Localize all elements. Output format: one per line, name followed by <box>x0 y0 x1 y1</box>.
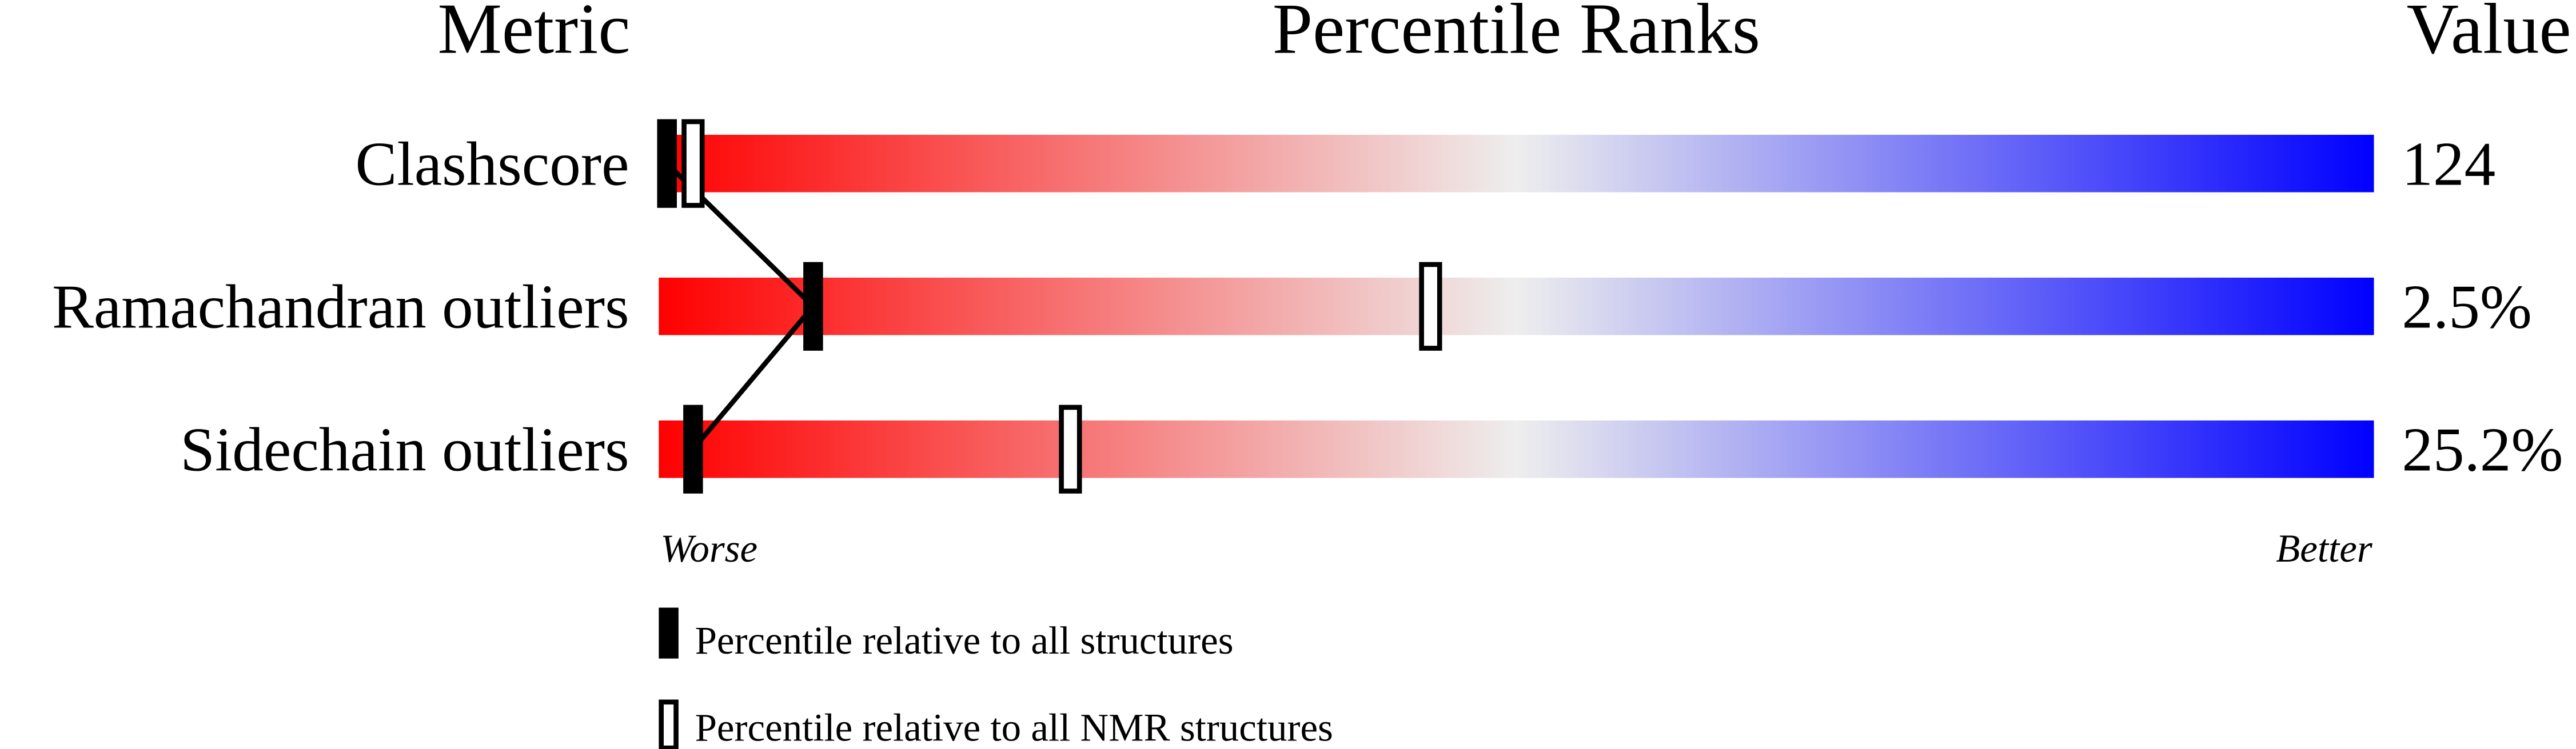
header-percentile-ranks: Percentile Ranks <box>1273 0 1760 69</box>
all-percentile-marker <box>657 119 677 208</box>
metric-label: Ramachandran outliers <box>52 273 629 342</box>
axis-worse-label: Worse <box>660 527 757 570</box>
metric-label: Sidechain outliers <box>180 415 629 484</box>
percentile-bar <box>659 134 2374 193</box>
connector-line <box>691 305 815 451</box>
legend-nmr-label: Percentile relative to all NMR structure… <box>695 706 1333 749</box>
header-metric: Metric <box>437 0 630 69</box>
metric-label: Clashscore <box>356 130 629 199</box>
metric-value: 25.2% <box>2402 415 2563 484</box>
legend-filled-marker <box>659 607 679 659</box>
header-value: Value <box>2407 0 2571 69</box>
legend-all-label: Percentile relative to all structures <box>695 619 1234 662</box>
nmr-percentile-marker <box>1059 404 1082 494</box>
metric-value: 2.5% <box>2402 273 2531 342</box>
legend-open-marker <box>659 699 679 749</box>
percentile-bar <box>659 420 2374 478</box>
nmr-percentile-marker <box>681 119 705 208</box>
all-percentile-marker <box>683 404 703 494</box>
metric-value: 124 <box>2402 130 2495 199</box>
axis-better-label: Better <box>2276 527 2373 570</box>
all-percentile-marker <box>803 262 823 351</box>
percentile-bar <box>659 277 2374 335</box>
nmr-percentile-marker <box>1419 262 1442 351</box>
